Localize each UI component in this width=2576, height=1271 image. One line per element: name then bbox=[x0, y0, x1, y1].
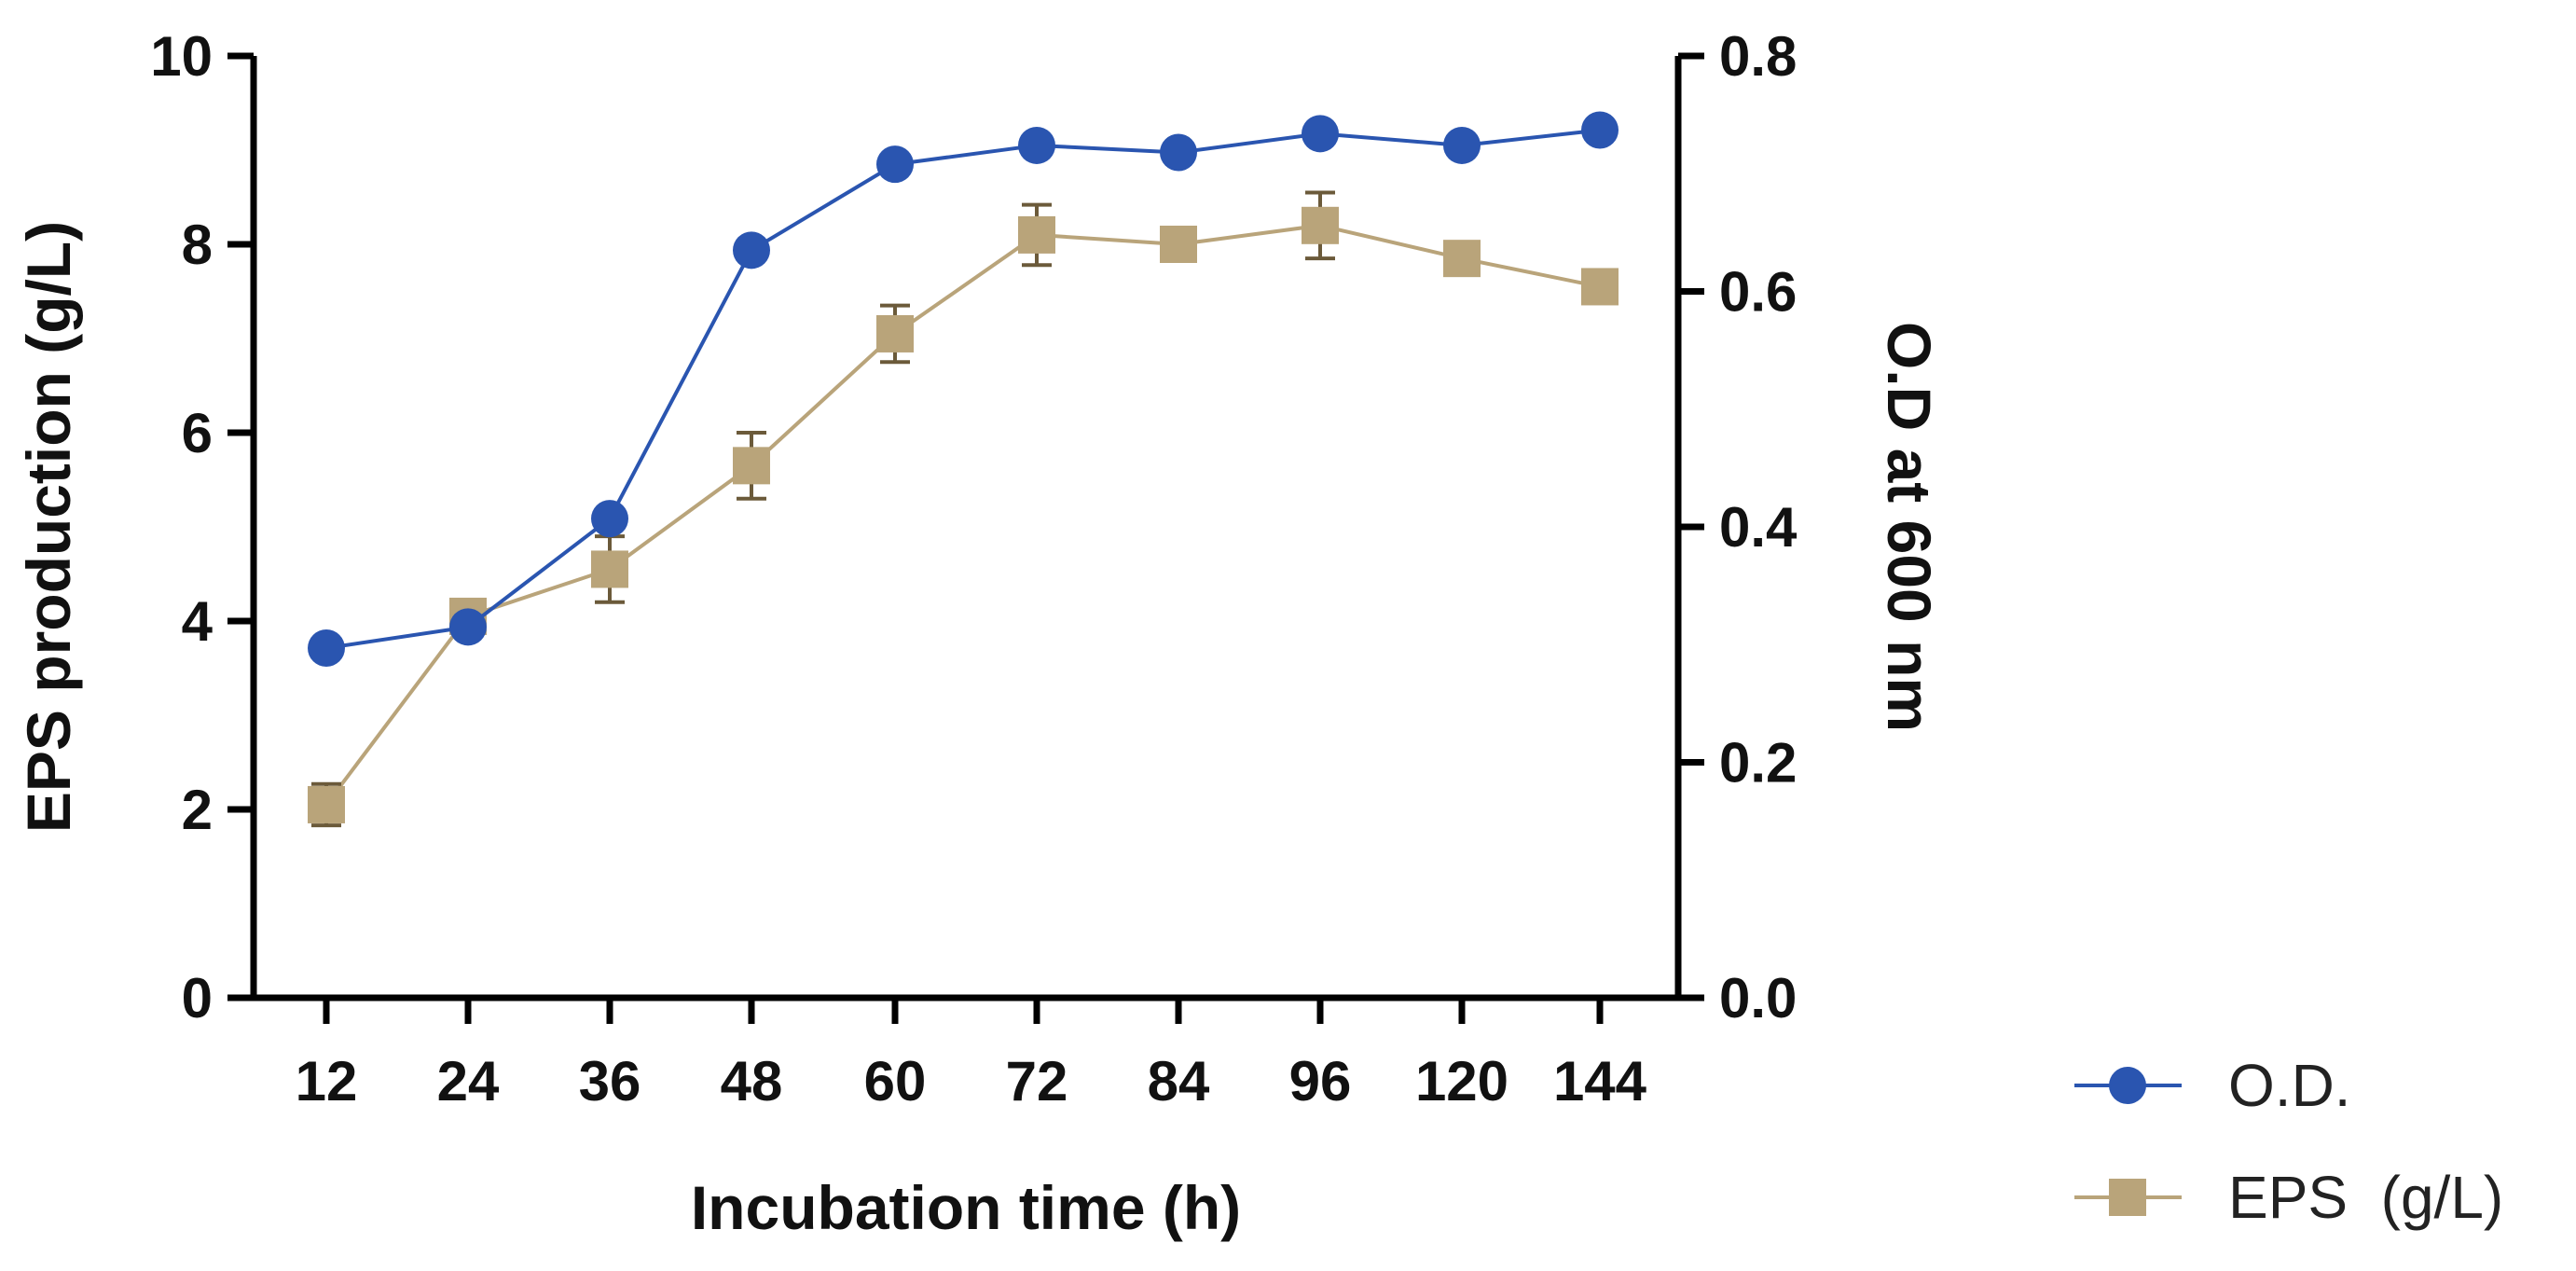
eps-point bbox=[1018, 215, 1055, 254]
right-y-ticks: 0.0 0.2 0.4 0.6 0.8 bbox=[1678, 25, 1798, 1029]
od-point bbox=[1160, 133, 1197, 172]
left-tick-label: 0 bbox=[182, 967, 213, 1029]
x-tick-label: 36 bbox=[579, 1050, 641, 1112]
legend-eps-label: EPS (g/L) bbox=[2228, 1164, 2503, 1231]
right-tick-label: 0.2 bbox=[1719, 732, 1797, 794]
od-point bbox=[1018, 126, 1055, 164]
x-tick-label: 72 bbox=[1006, 1050, 1068, 1112]
right-tick-label: 0.8 bbox=[1719, 25, 1797, 88]
y-axis-title: EPS production (g/L) bbox=[14, 221, 83, 833]
legend-od-marker bbox=[2109, 1067, 2146, 1104]
x-tick-label: 60 bbox=[864, 1050, 927, 1112]
x-axis-title: Incubation time (h) bbox=[691, 1173, 1241, 1242]
eps-line bbox=[324, 223, 1601, 807]
left-tick-label: 8 bbox=[182, 214, 213, 276]
left-tick-label: 2 bbox=[182, 779, 213, 841]
right-tick-label: 0.0 bbox=[1719, 967, 1797, 1029]
od-point bbox=[733, 231, 770, 269]
eps-point bbox=[733, 447, 770, 485]
right-tick-label: 0.6 bbox=[1719, 261, 1797, 324]
eps-point bbox=[876, 314, 914, 352]
eps-point bbox=[591, 550, 628, 588]
od-point bbox=[591, 500, 628, 538]
left-tick-label: 6 bbox=[182, 402, 213, 464]
left-y-ticks: 0 2 4 6 8 10 bbox=[150, 25, 254, 1029]
od-point bbox=[876, 145, 914, 184]
legend-eps-marker bbox=[2109, 1179, 2146, 1216]
od-point bbox=[449, 608, 487, 646]
od-point bbox=[1302, 115, 1339, 153]
eps-point bbox=[1581, 268, 1619, 306]
x-tick-label: 96 bbox=[1289, 1050, 1352, 1112]
x-tick-label: 24 bbox=[437, 1050, 500, 1112]
eps-point bbox=[308, 785, 345, 823]
eps-point bbox=[1443, 240, 1481, 278]
x-ticks: 12 24 36 48 60 72 84 96 120 144 bbox=[296, 998, 1647, 1112]
legend-od-label: O.D. bbox=[2228, 1052, 2351, 1119]
x-tick-label: 48 bbox=[721, 1050, 783, 1112]
x-tick-label: 144 bbox=[1553, 1050, 1647, 1112]
eps-point bbox=[1302, 206, 1339, 244]
od-point bbox=[1581, 111, 1619, 149]
od-point bbox=[1443, 126, 1481, 164]
legend: O.D. EPS (g/L) bbox=[2074, 1052, 2503, 1231]
x-tick-label: 120 bbox=[1415, 1050, 1508, 1112]
series-od bbox=[308, 111, 1619, 668]
series-eps bbox=[308, 190, 1619, 828]
od-point bbox=[308, 629, 345, 668]
right-tick-label: 0.4 bbox=[1719, 496, 1798, 559]
y2-axis-title: O.D at 600 nm bbox=[1875, 322, 1944, 732]
x-tick-label: 12 bbox=[296, 1050, 358, 1112]
left-tick-label: 4 bbox=[182, 590, 214, 653]
x-tick-label: 84 bbox=[1148, 1050, 1210, 1112]
eps-point bbox=[1160, 226, 1197, 263]
left-tick-label: 10 bbox=[150, 25, 213, 88]
od-line bbox=[325, 128, 1601, 651]
